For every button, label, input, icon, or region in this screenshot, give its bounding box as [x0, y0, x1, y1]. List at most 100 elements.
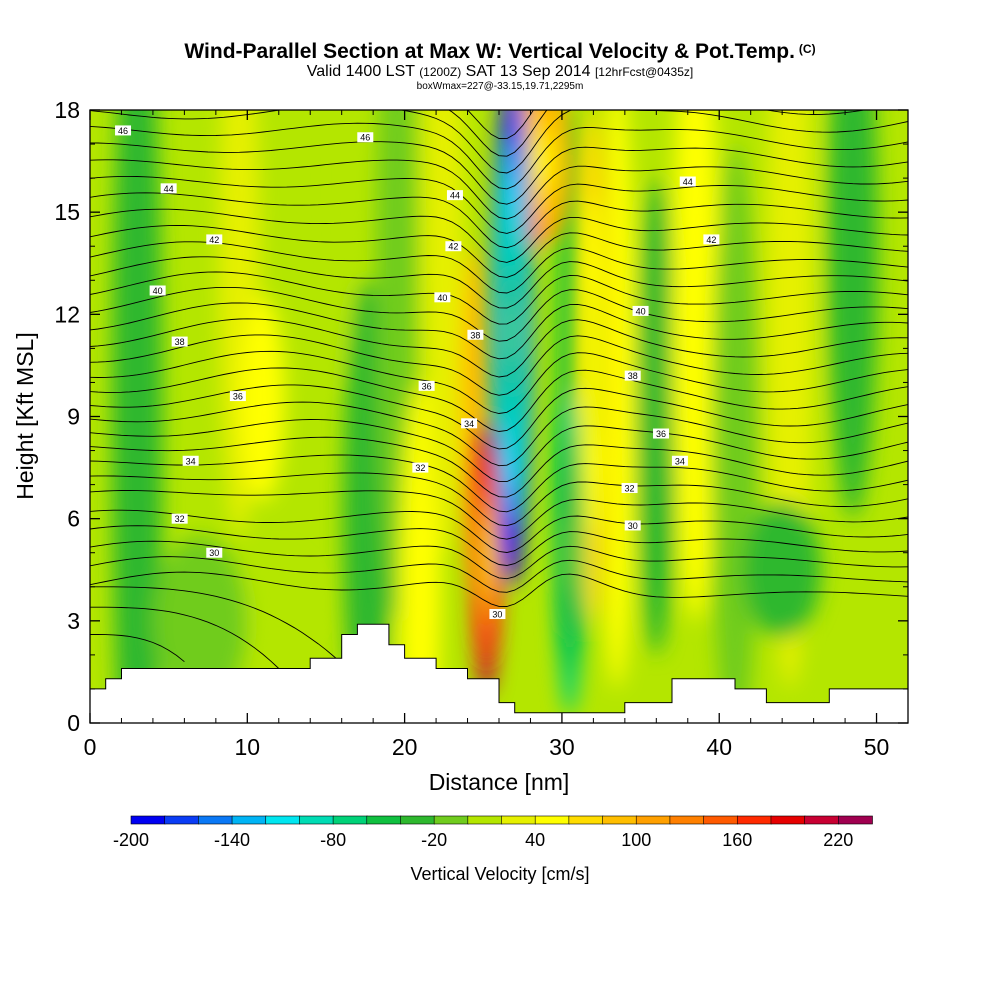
theta-label-text: 32 [175, 514, 185, 524]
theta-contour-6 [90, 472, 908, 527]
theta-contour-1 [90, 556, 908, 593]
theta-label-text: 34 [675, 456, 685, 466]
mid-updraft-ring-2 [587, 280, 600, 451]
theta-contour-labels: 46 46 44 44 44 42 42 42 40 40 40 38 38 38 36 36 36 34 34 34… [115, 125, 720, 620]
colorbar: -200 -140 -80 -20 40 100 160 220 [113, 815, 873, 850]
colorbar-tick-label: 160 [722, 830, 752, 850]
theta-contour-4 [90, 509, 908, 553]
theta-label-bg [679, 176, 696, 187]
colorbar-tick-label: -140 [214, 830, 250, 850]
theta-contour-19 [90, 256, 908, 309]
theta-contour-24 [90, 175, 908, 234]
theta-label-bg [160, 183, 177, 194]
valid-utc-text: (1200Z) [419, 65, 462, 79]
theta-contour-27 [90, 122, 908, 190]
theta-contour-20 [90, 241, 908, 294]
colorbar-swatch-12 [534, 815, 570, 825]
x-tick-label: 20 [392, 734, 418, 760]
theta-contour-28 [90, 110, 908, 174]
colorbar-swatch-2 [198, 815, 233, 825]
theta-label-8: 40 [149, 285, 166, 296]
theta-label-7: 42 [703, 234, 720, 245]
w-blob-19 [247, 552, 311, 655]
colorbar-swatch-13 [568, 815, 604, 825]
theta-label-18: 34 [461, 418, 478, 429]
theta-label-text: 30 [628, 521, 638, 531]
theta-label-bg [703, 234, 720, 245]
theta-contour-5 [90, 490, 908, 540]
theta-label-24: 30 [624, 520, 641, 531]
theta-contour-11 [90, 384, 908, 450]
theta-label-text: 40 [153, 286, 163, 296]
theta-label-bg [653, 428, 670, 439]
theta-label-15: 36 [418, 380, 435, 391]
chart-title: Wind-Parallel Section at Max W: Vertical… [0, 38, 1000, 63]
updraft-core-ring-8 [484, 544, 488, 575]
x-tick-label: 10 [235, 734, 261, 760]
theta-contour-15 [90, 318, 908, 378]
theta-contour-12 [90, 367, 908, 432]
theta-label-bg [206, 547, 223, 558]
theta-contour-0 [90, 571, 908, 607]
theta-low-contour-2 [90, 634, 185, 663]
theta-label-16: 36 [653, 428, 670, 439]
theta-label-bg [418, 380, 435, 391]
downdraft-core-ring-7 [509, 299, 515, 364]
theta-label-bg [206, 234, 223, 245]
terrain-mask [89, 623, 909, 724]
theta-label-text: 40 [437, 293, 447, 303]
theta-label-text: 44 [683, 177, 693, 187]
theta-label-12: 38 [467, 329, 484, 340]
theta-label-text: 38 [628, 371, 638, 381]
y-tick-label: 18 [54, 97, 80, 123]
y-tick-label: 9 [67, 404, 80, 430]
theta-label-bg [229, 391, 246, 402]
theta-label-bg [115, 125, 132, 136]
theta-label-1: 46 [357, 132, 374, 143]
theta-label-bg [632, 305, 649, 316]
theta-label-11: 38 [171, 336, 188, 347]
w-blob-17 [152, 535, 248, 706]
copyright-mark: (C) [798, 42, 816, 56]
x-axis-label: Distance [nm] [429, 769, 570, 795]
theta-label-21: 32 [412, 462, 429, 473]
theta-contour-8 [90, 436, 908, 498]
theta-label-2: 44 [160, 183, 177, 194]
theta-label-text: 46 [360, 133, 370, 143]
colorbar-swatch-21 [838, 815, 873, 825]
colorbar-tick-label: -80 [320, 830, 346, 850]
chart-title-block: Wind-Parallel Section at Max W: Vertical… [0, 38, 1000, 93]
theta-label-text: 38 [470, 330, 480, 340]
x-tick-label: 0 [84, 734, 97, 760]
theta-contour-26 [90, 141, 908, 205]
x-tick-label: 40 [706, 734, 732, 760]
theta-label-bg [171, 336, 188, 347]
theta-contour-17 [90, 286, 908, 342]
theta-label-9: 40 [434, 292, 451, 303]
colorbar-swatch-8 [400, 815, 435, 825]
valid-date-text: SAT 13 Sep 2014 [465, 63, 591, 80]
theta-label-text: 42 [209, 235, 219, 245]
theta-contour-22 [90, 208, 908, 263]
theta-low-contour-0 [90, 606, 280, 669]
vertical-velocity-field [90, 110, 908, 723]
y-tick-label: 6 [67, 506, 80, 532]
colorbar-swatch-5 [299, 815, 334, 825]
theta-contour-10 [90, 401, 908, 467]
colorbar-swatch-7 [366, 815, 402, 825]
colorbar-swatch-1 [164, 815, 200, 825]
colorbar-swatch-6 [332, 815, 368, 825]
theta-label-bg [461, 418, 478, 429]
theta-label-bg [624, 520, 641, 531]
theta-label-19: 34 [671, 455, 688, 466]
theta-contour-18 [90, 271, 908, 325]
theta-label-4: 44 [679, 176, 696, 187]
theta-contour-16 [90, 302, 908, 360]
colorbar-swatch-19 [770, 815, 806, 825]
theta-label-bg [621, 483, 638, 494]
theta-label-bg [434, 292, 451, 303]
field-blobs [112, 110, 879, 723]
w-blob-16 [827, 110, 879, 519]
theta-label-text: 42 [706, 235, 716, 245]
